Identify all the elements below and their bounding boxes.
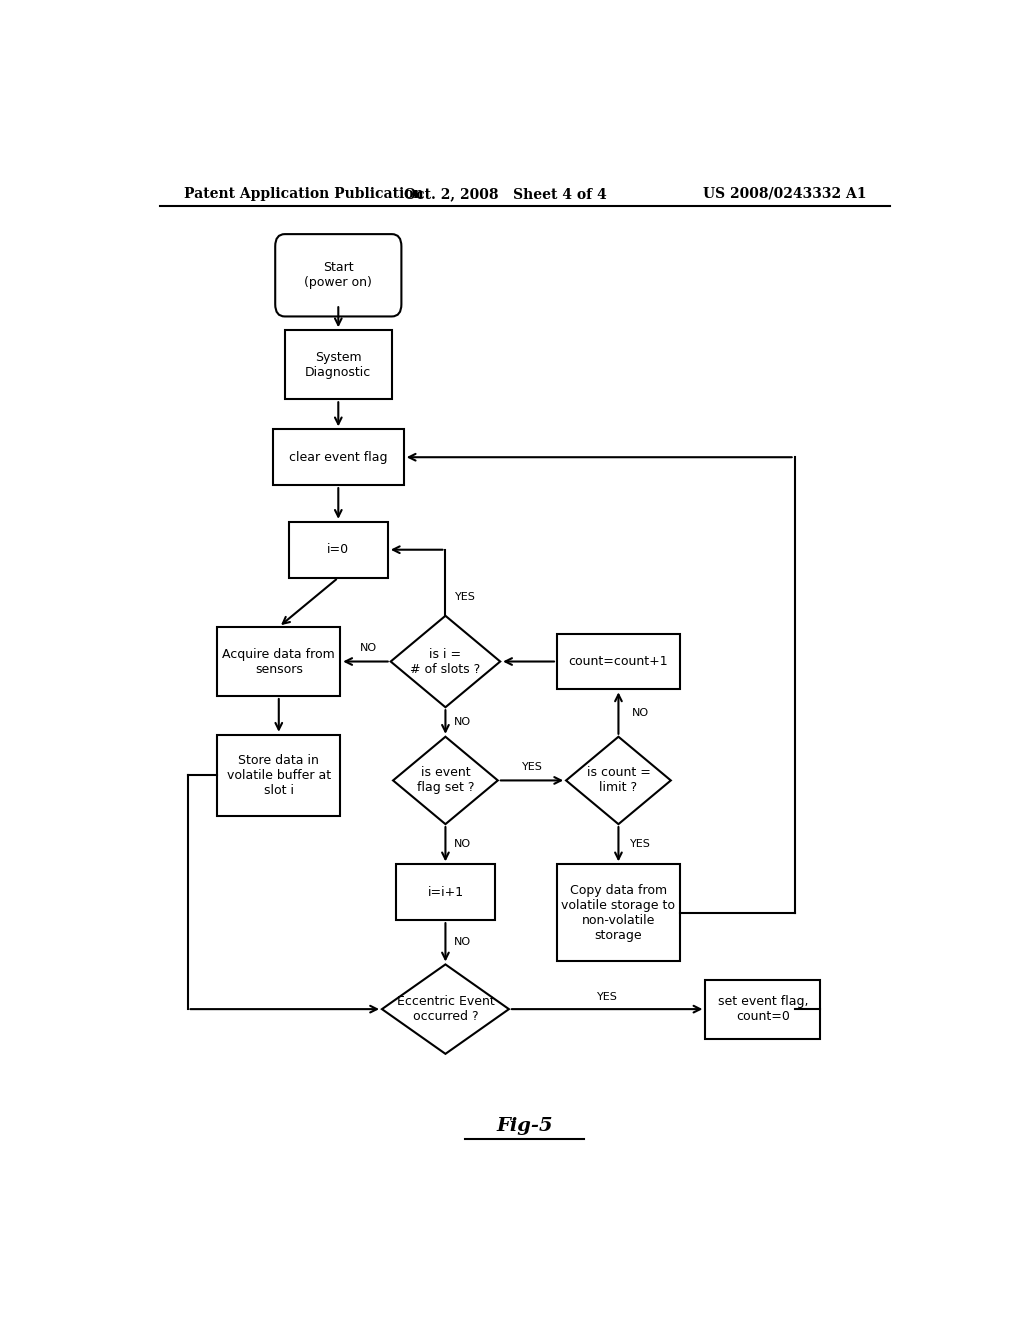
Bar (557, 865, 680, 961)
Bar (217, 627, 340, 696)
Text: YES: YES (455, 593, 476, 602)
Bar (272, 429, 403, 486)
Text: Acquire data from
sensors: Acquire data from sensors (222, 648, 335, 676)
Text: NO: NO (455, 937, 471, 948)
Polygon shape (566, 737, 671, 824)
Text: Eccentric Event
occurred ?: Eccentric Event occurred ? (396, 995, 495, 1023)
Text: Oct. 2, 2008   Sheet 4 of 4: Oct. 2, 2008 Sheet 4 of 4 (403, 187, 606, 201)
Text: is count =
limit ?: is count = limit ? (587, 767, 650, 795)
Text: i=i+1: i=i+1 (427, 886, 464, 899)
Text: set event flag,
count=0: set event flag, count=0 (718, 995, 808, 1023)
Bar (217, 735, 340, 816)
Text: Fig-5: Fig-5 (497, 1117, 553, 1135)
Bar (396, 865, 495, 920)
Text: Patent Application Publication: Patent Application Publication (183, 187, 423, 201)
Text: System
Diagnostic: System Diagnostic (305, 351, 372, 379)
Text: YES: YES (521, 762, 543, 772)
Text: YES: YES (597, 991, 617, 1002)
Text: NO: NO (455, 840, 471, 849)
Polygon shape (391, 615, 500, 708)
Text: Store data in
volatile buffer at
slot i: Store data in volatile buffer at slot i (226, 754, 331, 797)
Bar (285, 330, 392, 399)
Text: is i =
# of slots ?: is i = # of slots ? (411, 648, 480, 676)
Text: NO: NO (632, 708, 649, 718)
Polygon shape (382, 965, 509, 1053)
Text: Start
(power on): Start (power on) (304, 261, 373, 289)
Polygon shape (393, 737, 498, 824)
Text: i=0: i=0 (328, 544, 349, 556)
Bar (289, 521, 388, 578)
Text: clear event flag: clear event flag (289, 450, 387, 463)
Text: NO: NO (359, 643, 377, 653)
Text: count=count+1: count=count+1 (568, 655, 669, 668)
Text: Copy data from
volatile storage to
non-volatile
storage: Copy data from volatile storage to non-v… (561, 883, 676, 941)
Text: YES: YES (630, 840, 651, 849)
Text: is event
flag set ?: is event flag set ? (417, 767, 474, 795)
Text: NO: NO (455, 717, 471, 727)
Bar (706, 979, 820, 1039)
FancyBboxPatch shape (275, 234, 401, 317)
Bar (557, 634, 680, 689)
Text: US 2008/0243332 A1: US 2008/0243332 A1 (702, 187, 866, 201)
